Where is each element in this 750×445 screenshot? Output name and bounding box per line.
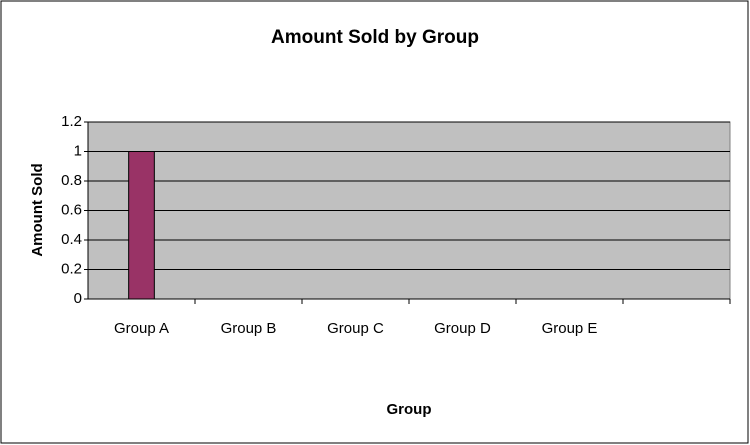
y-tick-label: 0 bbox=[74, 290, 82, 307]
x-tick-label: Group C bbox=[327, 320, 384, 337]
bar bbox=[128, 151, 155, 300]
x-tick-label: Group D bbox=[434, 320, 491, 337]
y-tick-label: 1 bbox=[74, 142, 82, 159]
x-axis-title: Group bbox=[387, 401, 432, 418]
y-tick-label: 0.2 bbox=[61, 260, 82, 277]
x-tick-label: Group B bbox=[221, 320, 277, 337]
chart-title: Amount Sold by Group bbox=[271, 27, 479, 48]
x-tick-label: Group E bbox=[542, 320, 598, 337]
x-tick-label: Group A bbox=[114, 320, 169, 337]
y-tick-label: 0.6 bbox=[61, 201, 82, 218]
y-tick-label: 0.4 bbox=[61, 231, 82, 248]
y-axis-title: Amount Sold bbox=[29, 163, 46, 256]
y-tick-label: 0.8 bbox=[61, 172, 82, 189]
y-tick-label: 1.2 bbox=[61, 113, 82, 130]
